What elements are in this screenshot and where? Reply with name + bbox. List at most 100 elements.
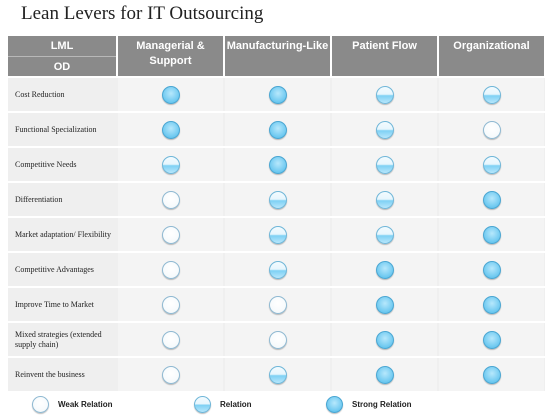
legend-label-relation: Relation — [220, 400, 252, 409]
table-row: Cost Reduction — [8, 78, 545, 111]
matrix-cell — [225, 183, 330, 216]
matrix-cell — [225, 218, 330, 251]
weak-relation-icon — [161, 260, 180, 279]
matrix-cell — [118, 253, 223, 286]
header-lml-label: LML — [8, 36, 116, 57]
legend: Weak Relation Relation Strong Relation — [0, 394, 560, 416]
table-row: Differentiation — [8, 183, 545, 216]
strong-relation-icon — [161, 120, 180, 139]
matrix-cell — [439, 253, 544, 286]
relation-relation-icon — [161, 155, 180, 174]
matrix-cell — [332, 218, 437, 251]
relation-relation-icon — [482, 85, 501, 104]
matrix-cell — [225, 253, 330, 286]
legend-label-weak: Weak Relation — [58, 400, 113, 409]
legend-item-strong: Strong Relation — [326, 396, 412, 413]
table-row: Reinvent the business — [8, 358, 545, 391]
matrix-cell — [439, 148, 544, 181]
row-label: Functional Specialization — [15, 124, 97, 134]
matrix-cell — [225, 288, 330, 321]
strong-relation-icon — [482, 260, 501, 279]
column-header-organizational: Organizational — [439, 36, 544, 76]
row-label: Differentiation — [15, 194, 63, 204]
weak-relation-icon — [32, 396, 49, 413]
matrix-cell — [118, 218, 223, 251]
table-row: Competitive Needs — [8, 148, 545, 181]
weak-relation-icon — [161, 330, 180, 349]
weak-relation-icon — [161, 190, 180, 209]
matrix-cell — [439, 78, 544, 111]
row-label: Reinvent the business — [15, 369, 85, 379]
strong-relation-icon — [268, 120, 287, 139]
weak-relation-icon — [161, 295, 180, 314]
relation-relation-icon — [268, 260, 287, 279]
table-row: Market adaptation/ Flexibility — [8, 218, 545, 251]
relation-relation-icon — [268, 225, 287, 244]
strong-relation-icon — [268, 155, 287, 174]
matrix-cell — [225, 323, 330, 356]
strong-relation-icon — [375, 295, 394, 314]
relation-relation-icon — [482, 155, 501, 174]
header-od-label: OD — [53, 60, 71, 73]
strong-relation-icon — [375, 330, 394, 349]
column-header-patient-flow: Patient Flow — [332, 36, 437, 76]
strong-relation-icon — [268, 85, 287, 104]
strong-relation-icon — [482, 365, 501, 384]
weak-relation-icon — [161, 365, 180, 384]
table-row: Functional Specialization — [8, 113, 545, 146]
relation-relation-icon — [268, 365, 287, 384]
matrix-cell — [332, 183, 437, 216]
matrix-cell — [225, 113, 330, 146]
matrix-cell — [439, 358, 544, 391]
relation-relation-icon — [375, 120, 394, 139]
matrix-cell — [118, 148, 223, 181]
relation-matrix: LML OD Managerial & Support Manufacturin… — [8, 36, 545, 391]
row-label: Market adaptation/ Flexibility — [15, 229, 111, 239]
row-label: Mixed strategies (extended supply chain) — [15, 329, 102, 349]
matrix-cell — [332, 113, 437, 146]
legend-item-relation: Relation — [194, 396, 252, 413]
legend-item-weak: Weak Relation — [32, 396, 113, 413]
strong-relation-icon — [375, 260, 394, 279]
row-label: Competitive Advantages — [15, 264, 94, 274]
table-row: Mixed strategies (extended supply chain) — [8, 323, 545, 356]
strong-relation-icon — [161, 85, 180, 104]
matrix-cell — [439, 288, 544, 321]
strong-relation-icon — [482, 330, 501, 349]
relation-relation-icon — [268, 190, 287, 209]
matrix-cell — [118, 183, 223, 216]
page-title: Lean Levers for IT Outsourcing — [21, 3, 264, 24]
matrix-cell — [118, 78, 223, 111]
strong-relation-icon — [482, 225, 501, 244]
matrix-cell — [332, 253, 437, 286]
matrix-cell — [439, 218, 544, 251]
matrix-cell — [332, 358, 437, 391]
weak-relation-icon — [268, 295, 287, 314]
relation-relation-icon — [375, 85, 394, 104]
matrix-cell — [225, 78, 330, 111]
relation-relation-icon — [375, 190, 394, 209]
matrix-cell — [332, 78, 437, 111]
strong-relation-icon — [375, 365, 394, 384]
relation-icon — [194, 396, 211, 413]
matrix-cell — [332, 148, 437, 181]
matrix-cell — [332, 323, 437, 356]
weak-relation-icon — [482, 120, 501, 139]
relation-relation-icon — [375, 155, 394, 174]
matrix-cell — [439, 323, 544, 356]
matrix-cell — [225, 148, 330, 181]
column-header-manufacturing: Manufacturing-Like — [225, 36, 330, 76]
column-header-managerial: Managerial & Support — [118, 36, 223, 76]
matrix-cell — [118, 323, 223, 356]
strong-relation-icon — [482, 295, 501, 314]
matrix-cell — [439, 183, 544, 216]
header-row-labels: LML OD — [8, 36, 116, 76]
matrix-cell — [332, 288, 437, 321]
matrix-cell — [118, 358, 223, 391]
legend-label-strong: Strong Relation — [352, 400, 412, 409]
matrix-cell — [225, 358, 330, 391]
relation-relation-icon — [375, 225, 394, 244]
matrix-cell — [439, 113, 544, 146]
matrix-cell — [118, 113, 223, 146]
row-label: Improve Time to Market — [15, 299, 94, 309]
